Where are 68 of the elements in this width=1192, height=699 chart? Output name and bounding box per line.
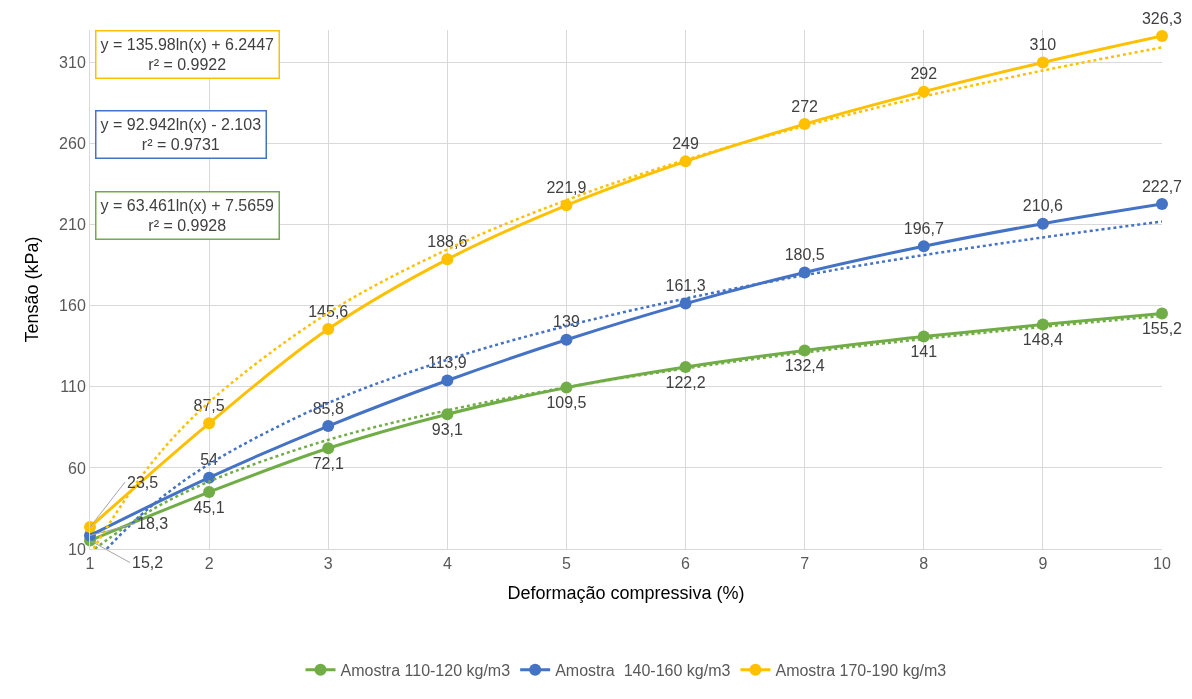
data-label: 272 (791, 97, 819, 115)
point (322, 442, 335, 455)
data-label: 72,1 (312, 454, 344, 472)
data-label: 109,5 (546, 394, 587, 412)
annotation: y = 63.461ln(x) + 7.5659 r² = 0.9928 (100, 196, 275, 235)
y-tick-label: 60 (68, 459, 86, 477)
x-tick-label: 3 (323, 555, 333, 573)
y-tick-label: 110 (60, 378, 86, 396)
legend-label: Amostra 110-120 kg/m3 (340, 661, 511, 679)
data-label: 93,1 (431, 420, 463, 438)
data-label: 221,9 (546, 178, 587, 196)
data-label: 196,7 (903, 219, 944, 237)
y-tick-label: 10 (68, 540, 86, 558)
point (1036, 217, 1049, 230)
x-tick-label: 7 (800, 555, 810, 573)
data-label: 155,2 (1141, 320, 1183, 337)
data-label: 188,6 (427, 232, 468, 250)
data-label: 180,5 (784, 245, 825, 263)
point (322, 420, 335, 433)
data-label: 148,4 (1022, 331, 1064, 349)
data-label: 15,2 (132, 554, 164, 571)
data-label: 210,6 (1022, 197, 1064, 215)
data-label: 292 (910, 65, 938, 83)
y-tick-label: 310 (59, 54, 86, 72)
legend-label: Amostra 170-190 kg/m3 (775, 661, 947, 679)
y-tick-label: 210 (59, 216, 86, 234)
data-label: 113,9 (427, 353, 467, 371)
point (1036, 56, 1049, 69)
x-axis-title: Deformação compressiva (%) (507, 583, 745, 604)
data-label: 161,3 (665, 277, 706, 295)
x-tick-label: 6 (681, 555, 691, 573)
x-tick-label: 1 (85, 555, 95, 573)
data-label: 18,3 (137, 515, 169, 532)
data-label: 141 (910, 343, 938, 361)
legend-label: Amostra 140-160 kg/m3 (555, 661, 731, 679)
data-label: 54 (200, 451, 219, 469)
data-label: 122,2 (665, 373, 706, 391)
point (322, 323, 335, 336)
point (917, 240, 930, 253)
point (1156, 307, 1168, 320)
data-label: 249 (672, 134, 700, 152)
y-tick-label: 260 (59, 135, 86, 153)
data-label: 45,1 (193, 498, 225, 516)
data-label: 85,8 (312, 399, 344, 417)
x-tick-label: 2 (204, 555, 214, 573)
annotation: y = 92.942ln(x) - 2.103 r² = 0.9731 (100, 115, 262, 154)
point (560, 333, 573, 346)
point (917, 85, 930, 98)
x-tick-label: 5 (561, 555, 571, 573)
point (1156, 30, 1168, 42)
x-tick-label: 8 (919, 555, 929, 573)
data-label: 310 (1029, 35, 1057, 53)
data-label: 87,5 (193, 396, 225, 414)
point (1156, 198, 1168, 211)
data-label: 222,7 (1141, 177, 1183, 195)
x-tick-label: 10 (1153, 555, 1171, 573)
point (441, 253, 454, 266)
annotation: y = 135.98ln(x) + 6.2447 r² = 0.9922 (100, 35, 275, 74)
x-tick-label: 4 (442, 555, 452, 573)
x-tick-label: 9 (1038, 555, 1048, 573)
point (441, 374, 454, 387)
point (203, 417, 216, 430)
data-label: 326,3 (1141, 9, 1183, 27)
data-label: 132,4 (784, 356, 825, 374)
y-tick-label: 160 (59, 297, 86, 315)
point (679, 297, 692, 310)
y-axis-title: Tensão (kPa) (22, 236, 43, 343)
point (203, 486, 216, 499)
